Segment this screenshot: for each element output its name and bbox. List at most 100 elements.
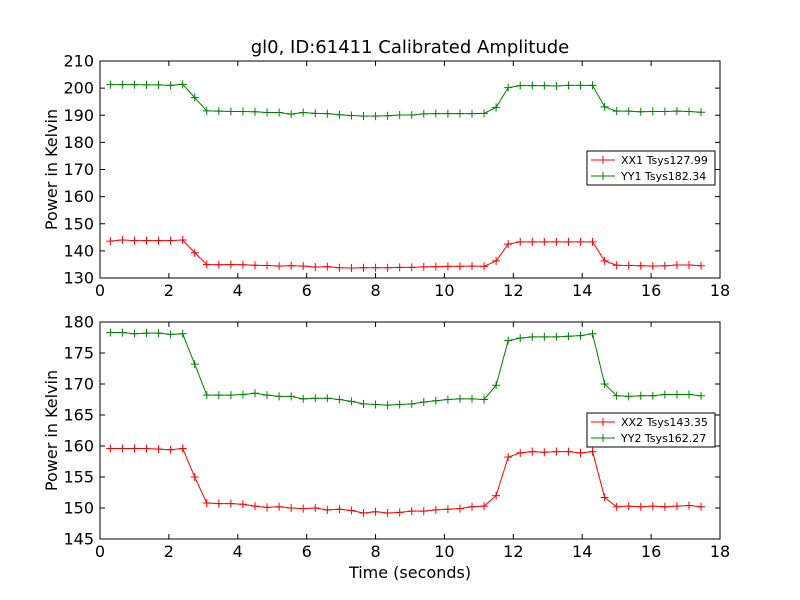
bottom-series-1-point xyxy=(600,380,609,388)
top-series-1-point xyxy=(263,108,272,117)
top-series-0-point xyxy=(528,237,537,246)
top-y-tick-label: 180 xyxy=(63,133,94,152)
top-series-1-point xyxy=(347,111,356,120)
bottom-legend-label-xx2: XX2 Tsys143.35 xyxy=(621,416,708,429)
bottom-series-0-point xyxy=(540,448,549,457)
bottom-legend-swatch-yy2-marker xyxy=(599,434,607,442)
bottom-series-1-point xyxy=(226,391,235,400)
top-series-1-point xyxy=(564,81,573,90)
top-series-1-point xyxy=(371,112,380,121)
bottom-series-0-point xyxy=(612,502,621,511)
top-series-0-point xyxy=(431,262,440,271)
bottom-series-1-point xyxy=(564,332,573,341)
bottom-series-1-point xyxy=(636,391,645,400)
bottom-x-tick-label: 8 xyxy=(370,542,380,561)
top-series-0-point xyxy=(685,260,693,269)
bottom-legend-label-yy2: YY2 Tsys162.27 xyxy=(620,432,706,445)
top-series-1-point xyxy=(190,93,199,102)
bottom-series-0-point xyxy=(202,499,211,508)
top-series-1-point xyxy=(106,80,115,89)
bottom-x-tick-label: 16 xyxy=(641,542,661,561)
top-series-1-point xyxy=(166,81,175,90)
top-series-1-point xyxy=(142,80,151,89)
bottom-series-0-point xyxy=(226,499,235,508)
top-series-0-point xyxy=(371,263,380,272)
bottom-series-1-point xyxy=(431,396,440,405)
bottom-series-0-point xyxy=(311,504,320,512)
bottom-series-1-point xyxy=(468,394,476,403)
top-series-1-point xyxy=(672,107,681,116)
top-series-1-point xyxy=(612,107,621,116)
bottom-legend-swatch-xx2-marker xyxy=(599,418,607,426)
bottom-series-1-point xyxy=(263,391,272,400)
bottom-series-1-point xyxy=(504,336,513,345)
bottom-series-1-point xyxy=(540,332,549,341)
top-series-1-point xyxy=(251,107,259,116)
bottom-series-0-point xyxy=(636,502,645,511)
top-series-0-point xyxy=(383,263,392,272)
bottom-series-0-point xyxy=(685,501,693,510)
top-series-0-point xyxy=(576,237,585,246)
top-series-0-point xyxy=(552,237,561,246)
bottom-x-tick-label: 2 xyxy=(164,542,174,561)
top-y-tick-label: 200 xyxy=(63,79,94,98)
bottom-series-0-point xyxy=(106,444,115,453)
bottom-series-0-point xyxy=(190,473,199,481)
bottom-series-0-point xyxy=(130,444,139,453)
bottom-series-1-point xyxy=(419,397,428,406)
bottom-series-0-point xyxy=(455,504,464,513)
top-series-1-point xyxy=(118,80,127,89)
bottom-y-tick-label: 155 xyxy=(63,468,94,487)
bottom-y-tick-label: 180 xyxy=(63,313,94,332)
top-y-tick-label: 130 xyxy=(63,269,94,288)
top-series-1-point xyxy=(516,81,525,90)
top-series-1-point xyxy=(443,109,452,118)
bottom-series-0-point xyxy=(214,499,223,508)
top-series-0-point xyxy=(672,260,681,269)
top-x-tick-label: 0 xyxy=(95,281,105,300)
bottom-series-0-point xyxy=(323,505,332,514)
top-series-0-point xyxy=(323,262,332,271)
top-x-tick-label: 16 xyxy=(641,281,661,300)
top-series-0-point xyxy=(516,237,525,246)
bottom-series-1-point xyxy=(588,329,597,338)
bottom-series-0-point xyxy=(287,504,296,512)
top-series-1-point xyxy=(299,108,308,117)
bottom-series-1-point xyxy=(106,328,115,337)
top-series-0-point xyxy=(347,263,356,272)
bottom-series-0-point xyxy=(359,508,368,517)
bottom-x-tick-label: 6 xyxy=(302,542,312,561)
bottom-series-1-point xyxy=(359,399,368,408)
bottom-x-tick-label: 12 xyxy=(503,542,523,561)
bottom-series-1-point xyxy=(443,395,452,404)
bottom-series-0-point xyxy=(166,445,175,454)
bottom-series-1-point xyxy=(238,390,247,399)
bottom-series-1-point xyxy=(166,330,175,339)
bottom-series-1-point xyxy=(118,328,127,337)
top-series-0-point xyxy=(612,261,621,270)
top-series-0-point xyxy=(118,236,127,245)
bottom-series-0-point xyxy=(528,447,537,456)
top-series-0-point xyxy=(455,262,464,271)
top-series-0-point xyxy=(202,260,211,269)
bottom-series-1-point xyxy=(383,401,392,410)
bottom-series-0-point xyxy=(118,444,127,453)
bottom-series-1-point xyxy=(154,329,163,338)
bottom-x-tick-label: 10 xyxy=(434,542,454,561)
top-series-1-point xyxy=(154,80,163,89)
bottom-series-0-point xyxy=(407,507,416,516)
bottom-subplot: 0 2 4 6 8 10 12 14 16 18145150155160165170175180 … xyxy=(42,313,730,583)
bottom-series-layer xyxy=(106,328,706,517)
bottom-series-1-point xyxy=(347,397,356,406)
top-series-1-point xyxy=(431,109,440,118)
bottom-series-1-point xyxy=(697,391,706,400)
bottom-legend-box xyxy=(586,412,716,448)
top-series-1-point xyxy=(492,103,501,112)
top-series-0-point xyxy=(624,261,633,270)
top-series-1-point xyxy=(685,107,693,116)
top-legend-box xyxy=(586,150,716,186)
top-series-0-point xyxy=(275,262,284,271)
top-series-0-point xyxy=(154,236,163,245)
top-series-0-point xyxy=(178,236,187,245)
top-series-0-point xyxy=(251,261,259,270)
